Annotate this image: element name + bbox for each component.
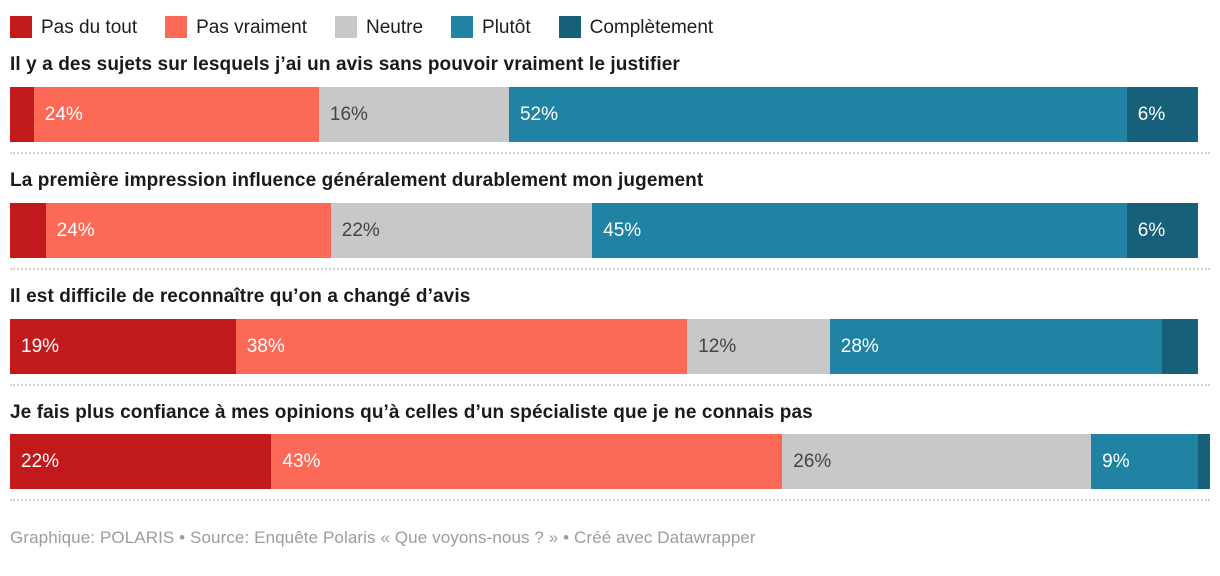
segment-value-label: 16%: [329, 103, 368, 125]
bar-segment-pas-vraiment[interactable]: 24%: [33, 86, 319, 142]
bar-segment-completement[interactable]: 6%: [1126, 86, 1199, 142]
legend-label: Neutre: [366, 16, 424, 38]
bar-segment-pas-vraiment[interactable]: 24%: [45, 202, 331, 258]
segment-value-label: 45%: [603, 219, 642, 241]
legend-label: Pas du tout: [41, 16, 138, 38]
legend-label: Complètement: [589, 16, 714, 38]
question-row: Il y a des sujets sur lesquels j’ai un a…: [10, 54, 1210, 154]
legend-item-pas-du-tout[interactable]: Pas du tout: [10, 16, 137, 38]
chart-legend: Pas du tout Pas vraiment Neutre Plutôt Compl…: [10, 16, 1210, 38]
segment-value-label: 43%: [282, 451, 321, 473]
legend-item-plutot[interactable]: Plutôt: [451, 16, 531, 38]
bar-segment-pas-du-tout[interactable]: 22%: [10, 434, 272, 490]
legend-swatch-plutot: [451, 16, 474, 38]
bar-segment-pas-vraiment[interactable]: 38%: [235, 318, 688, 374]
question-title: Il y a des sujets sur lesquels j’ai un a…: [10, 54, 680, 75]
segment-value-label: 24%: [44, 103, 83, 125]
question-row: Je fais plus confiance à mes opinions qu…: [10, 402, 1210, 502]
bar-segment-neutre[interactable]: 16%: [318, 86, 509, 142]
legend-item-pas-vraiment[interactable]: Pas vraiment: [165, 16, 307, 38]
legend-item-neutre[interactable]: Neutre: [335, 16, 423, 38]
question-title: Il est difficile de reconnaître qu’on a …: [10, 285, 471, 307]
question-row: Il est difficile de reconnaître qu’on a …: [10, 286, 1210, 386]
row-separator: [10, 151, 1210, 154]
bar-segment-pas-du-tout[interactable]: [10, 86, 34, 142]
legend-swatch-pas-du-tout: [10, 16, 32, 38]
bar-segment-completement[interactable]: [1198, 434, 1210, 490]
bar-segment-pas-du-tout[interactable]: 19%: [10, 318, 236, 374]
legend-swatch-pas-vraiment: [165, 16, 188, 38]
question-row: La première impression influence général…: [10, 170, 1210, 270]
segment-value-label: 6%: [1137, 103, 1166, 125]
stacked-bar: 24% 22% 45% 6%: [10, 202, 1210, 258]
row-separator: [10, 499, 1210, 502]
bar-segment-completement[interactable]: 6%: [1126, 202, 1199, 258]
bar-segment-plutot[interactable]: 9%: [1091, 434, 1199, 490]
chart-rows: Il y a des sujets sur lesquels j’ai un a…: [10, 54, 1210, 502]
chart-footer: Graphique: POLARIS • Source: Enquête Pol…: [10, 528, 756, 548]
segment-value-label: 38%: [246, 335, 285, 357]
row-separator: [10, 267, 1210, 270]
bar-segment-neutre[interactable]: 12%: [687, 318, 830, 374]
segment-value-label: 19%: [21, 335, 60, 357]
legend-swatch-neutre: [335, 16, 357, 38]
stacked-bar: 19% 38% 12% 28%: [10, 318, 1210, 374]
stacked-bar: 22% 43% 26% 9%: [10, 434, 1210, 490]
bar-segment-neutre[interactable]: 22%: [330, 202, 593, 258]
bar-segment-pas-du-tout[interactable]: [10, 202, 46, 258]
segment-value-label: 24%: [56, 219, 95, 241]
bar-segment-plutot[interactable]: 45%: [592, 202, 1127, 258]
segment-value-label: 6%: [1137, 219, 1166, 241]
bar-segment-plutot[interactable]: 52%: [508, 86, 1127, 142]
row-separator: [10, 383, 1210, 386]
question-title: Je fais plus confiance à mes opinions qu…: [10, 401, 813, 423]
segment-value-label: 22%: [341, 219, 380, 241]
segment-value-label: 28%: [840, 335, 879, 357]
bar-segment-neutre[interactable]: 26%: [782, 434, 1092, 490]
segment-value-label: 12%: [698, 335, 737, 357]
legend-label: Pas vraiment: [196, 16, 307, 38]
legend-item-completement[interactable]: Complètement: [558, 16, 714, 38]
bar-segment-completement[interactable]: [1162, 318, 1199, 374]
segment-value-label: 26%: [793, 451, 832, 473]
legend-label: Plutôt: [482, 16, 531, 38]
legend-swatch-completement: [558, 16, 581, 38]
bar-segment-pas-vraiment[interactable]: 43%: [271, 434, 783, 490]
segment-value-label: 22%: [21, 451, 60, 473]
bar-segment-plutot[interactable]: 28%: [829, 318, 1163, 374]
segment-value-label: 9%: [1102, 451, 1130, 473]
stacked-bar: 24% 16% 52% 6%: [10, 86, 1210, 142]
segment-value-label: 52%: [519, 103, 559, 125]
question-title: La première impression influence général…: [10, 169, 704, 191]
